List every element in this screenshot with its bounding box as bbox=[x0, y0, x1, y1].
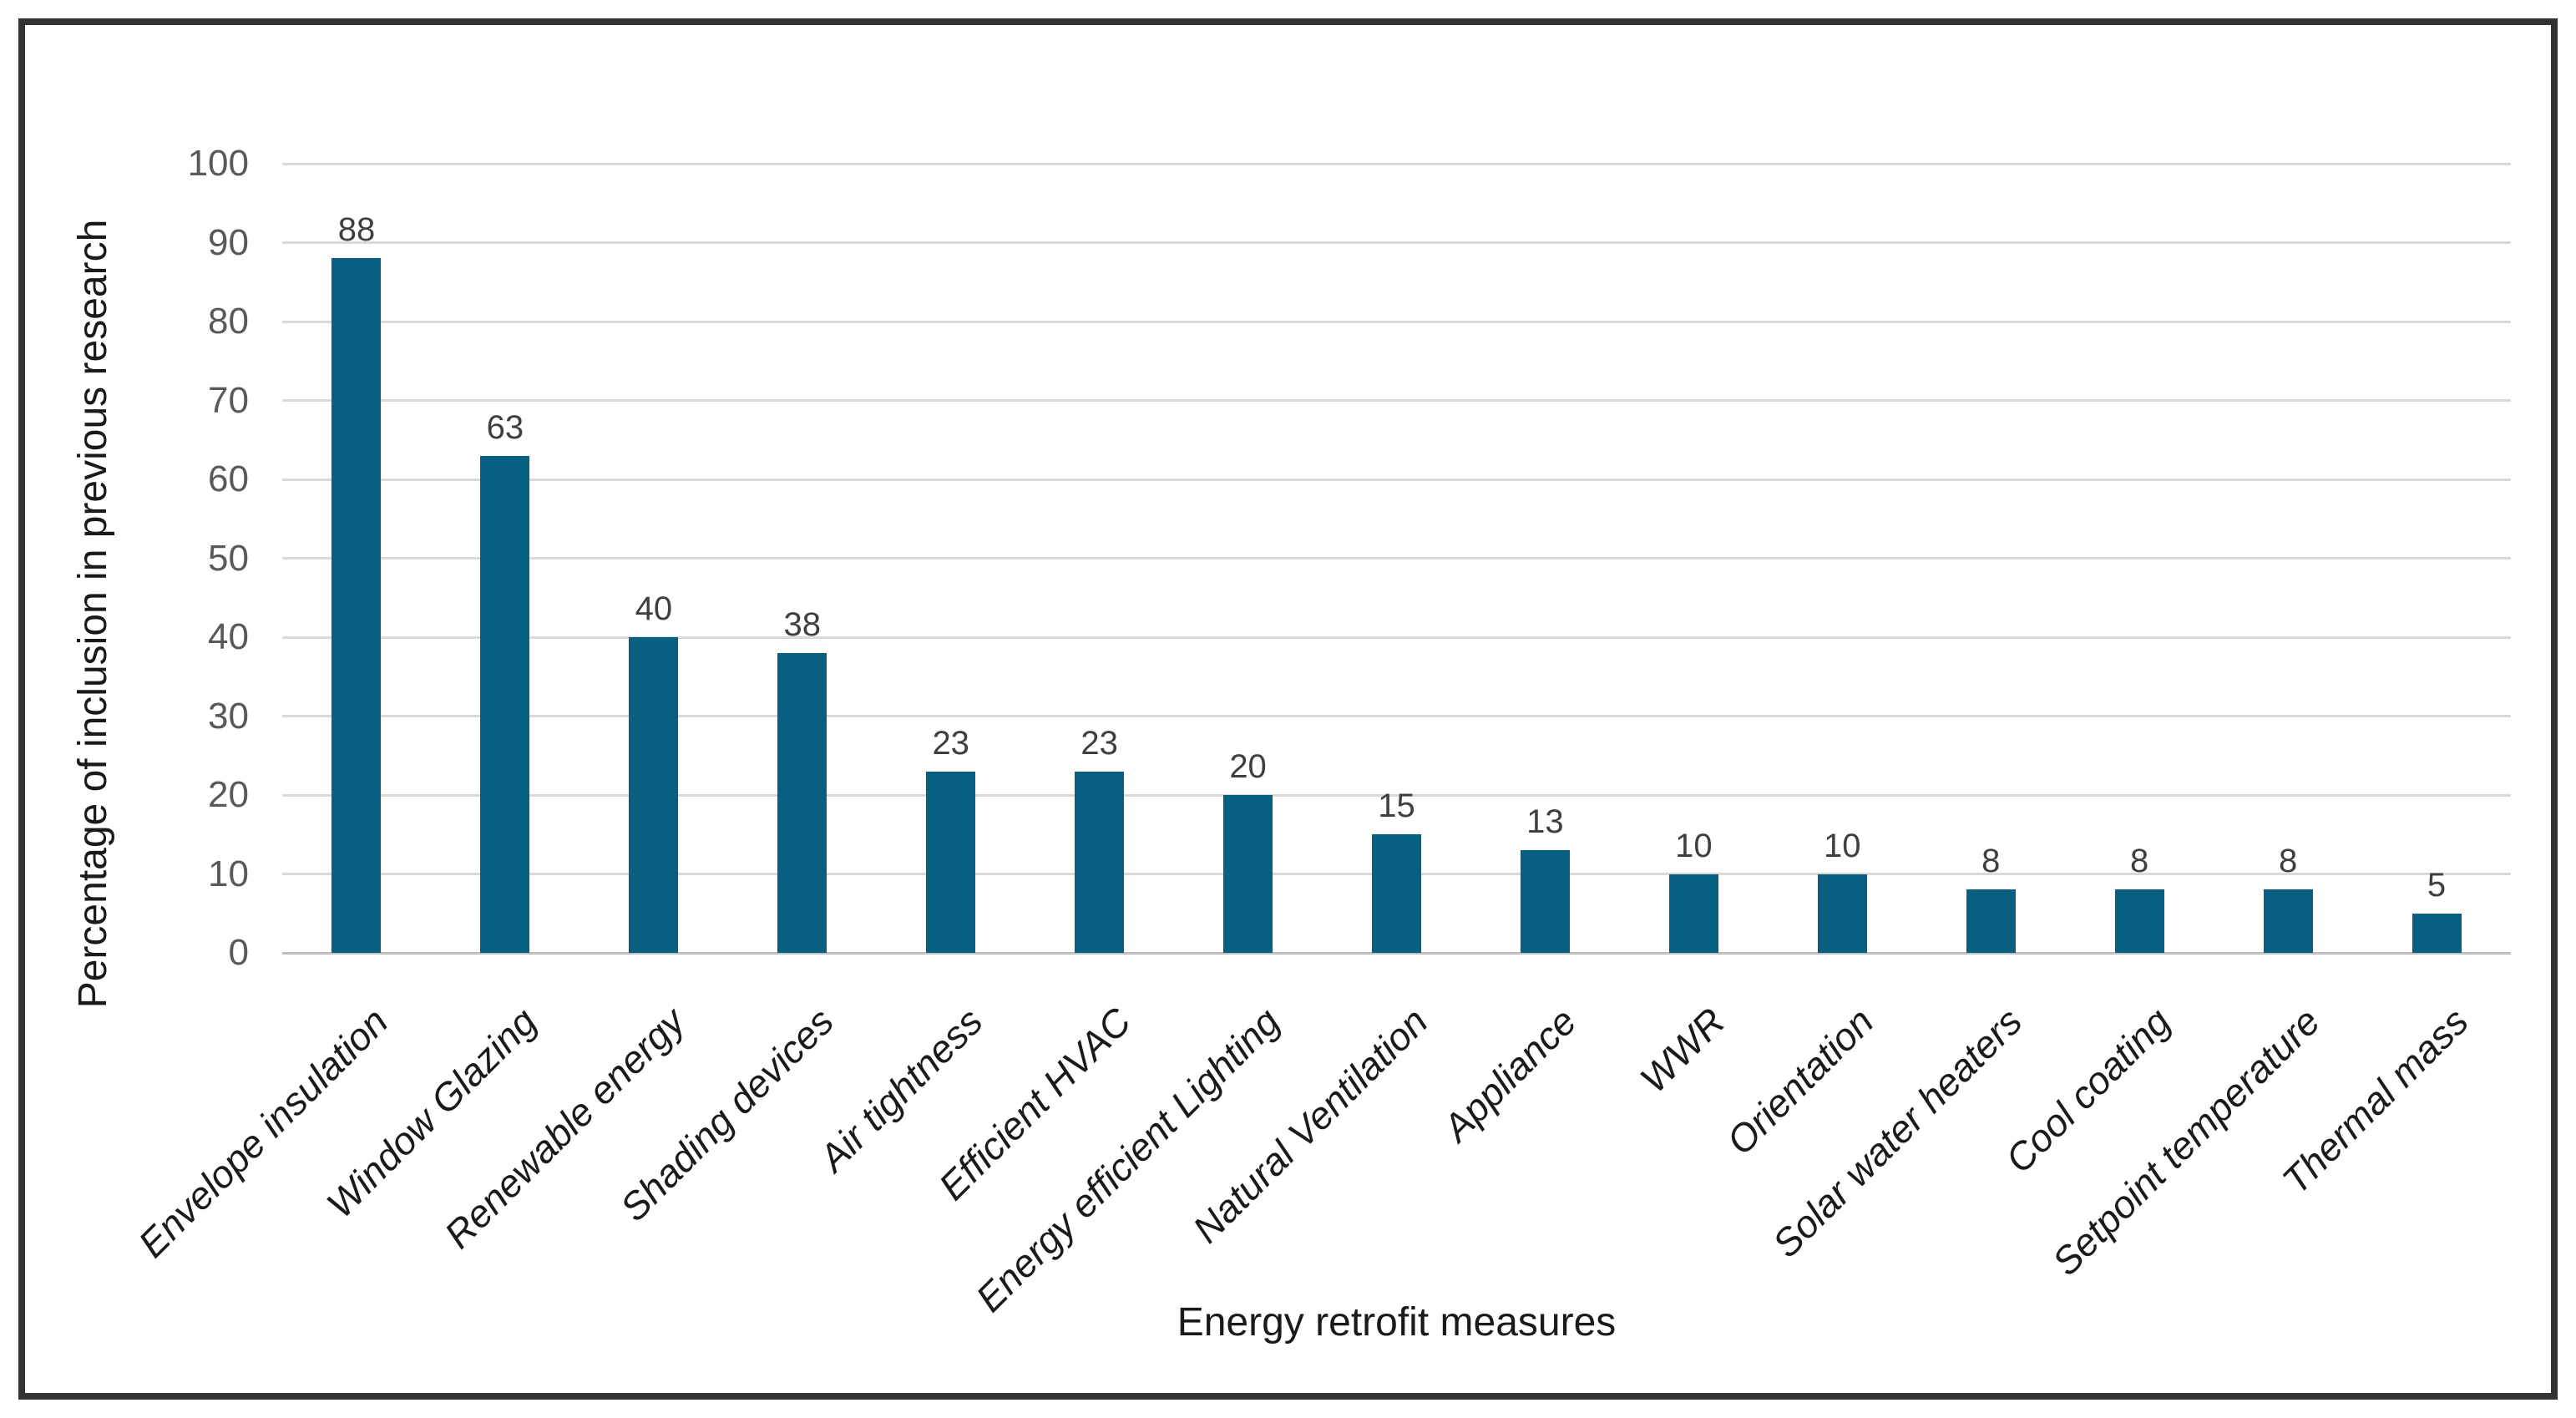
bar-value-label: 10 bbox=[1824, 827, 1861, 864]
x-category-label: Setpoint temperature bbox=[2043, 999, 2328, 1284]
y-tick-label: 100 bbox=[187, 143, 249, 184]
bar bbox=[1223, 795, 1273, 953]
bar-value-label: 88 bbox=[337, 211, 376, 249]
bar bbox=[777, 652, 827, 953]
gridline bbox=[282, 241, 2511, 244]
bar bbox=[331, 258, 382, 953]
bar-value-label: 20 bbox=[1229, 748, 1267, 785]
x-category-label: Appliance bbox=[1435, 999, 1585, 1150]
bar bbox=[1520, 850, 1570, 953]
bar-value-label: 10 bbox=[1675, 827, 1713, 864]
y-tick-label: 50 bbox=[208, 537, 249, 579]
bar-value-label: 38 bbox=[783, 605, 822, 643]
bar bbox=[1668, 874, 1718, 953]
bar-value-label: 23 bbox=[1081, 724, 1118, 762]
bar-value-label: 23 bbox=[932, 724, 969, 762]
x-category-label: Energy efficient Lighting bbox=[967, 999, 1288, 1320]
y-tick-label: 90 bbox=[208, 221, 249, 263]
bar bbox=[480, 455, 530, 953]
gridline bbox=[282, 478, 2511, 481]
gridline bbox=[282, 557, 2511, 560]
bar bbox=[1372, 834, 1421, 953]
bar bbox=[629, 637, 679, 953]
bar-value-label: 40 bbox=[635, 590, 673, 627]
bar-value-label: 8 bbox=[2278, 843, 2298, 880]
gridline bbox=[282, 399, 2511, 402]
x-category-label: Solar water heaters bbox=[1764, 999, 2031, 1266]
bar bbox=[1075, 771, 1125, 953]
bar-value-label: 63 bbox=[486, 408, 524, 446]
y-tick-label: 10 bbox=[208, 853, 249, 894]
y-tick-label: 40 bbox=[208, 616, 249, 657]
bar-value-label: 13 bbox=[1526, 803, 1564, 841]
gridline bbox=[282, 715, 2511, 717]
y-tick-label: 0 bbox=[228, 932, 249, 973]
bar-value-label: 8 bbox=[2130, 843, 2149, 880]
bar bbox=[1817, 874, 1867, 953]
y-tick-label: 30 bbox=[208, 695, 249, 737]
bar-value-label: 15 bbox=[1378, 787, 1415, 825]
y-tick-label: 60 bbox=[208, 458, 249, 499]
gridline bbox=[282, 320, 2511, 323]
bar bbox=[2412, 913, 2462, 953]
gridline bbox=[282, 793, 2511, 797]
bar-value-label: 5 bbox=[2427, 866, 2447, 904]
x-axis-line bbox=[282, 951, 2511, 955]
bar bbox=[1966, 889, 2016, 953]
bar bbox=[2263, 889, 2313, 953]
bar-value-label: 8 bbox=[1981, 843, 2001, 880]
x-axis-title: Energy retrofit measures bbox=[1177, 1300, 1617, 1345]
gridline bbox=[282, 636, 2511, 639]
y-tick-label: 80 bbox=[208, 301, 249, 342]
x-category-label: Envelope insulation bbox=[129, 999, 397, 1266]
x-category-label: WWR bbox=[1632, 999, 1733, 1101]
bar bbox=[2114, 889, 2164, 953]
y-tick-label: 20 bbox=[208, 774, 249, 815]
bar bbox=[926, 771, 976, 953]
gridline bbox=[282, 162, 2511, 165]
chart-frame bbox=[18, 18, 2558, 1400]
y-tick-label: 70 bbox=[208, 379, 249, 421]
